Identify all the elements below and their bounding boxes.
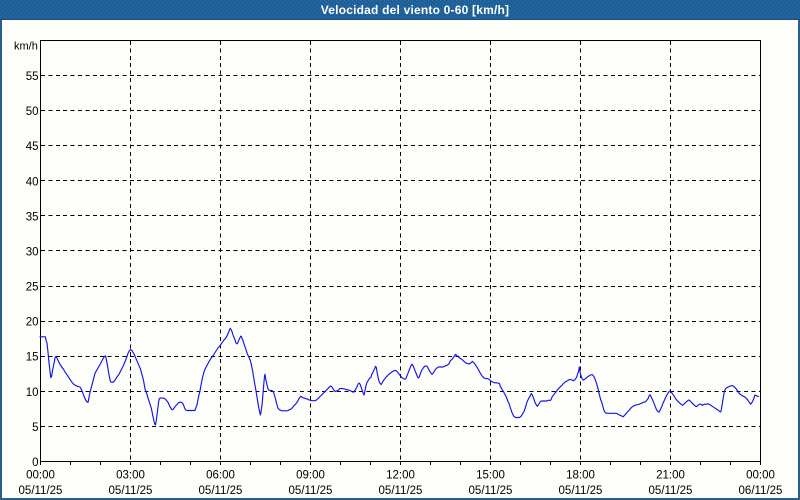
svg-text:05/11/25: 05/11/25 (199, 485, 243, 497)
svg-text:03:00: 03:00 (116, 470, 145, 482)
svg-text:45: 45 (26, 141, 39, 153)
svg-text:05/11/25: 05/11/25 (289, 485, 333, 497)
svg-text:05/11/25: 05/11/25 (379, 485, 423, 497)
svg-text:35: 35 (26, 211, 39, 223)
svg-text:18:00: 18:00 (566, 470, 595, 482)
svg-text:Velocidad del viento 0-60 [km/: Velocidad del viento 0-60 [km/h] (321, 3, 509, 17)
svg-text:km/h: km/h (14, 41, 38, 53)
svg-text:05/11/25: 05/11/25 (19, 485, 63, 497)
svg-text:15: 15 (26, 352, 39, 364)
svg-text:05/11/25: 05/11/25 (559, 485, 603, 497)
svg-text:15:00: 15:00 (476, 470, 505, 482)
svg-text:06/11/25: 06/11/25 (739, 485, 783, 497)
svg-text:50: 50 (26, 106, 39, 118)
svg-text:5: 5 (32, 422, 38, 434)
svg-text:05/11/25: 05/11/25 (469, 485, 513, 497)
svg-text:0: 0 (32, 457, 38, 469)
svg-text:30: 30 (26, 246, 39, 258)
svg-text:09:00: 09:00 (296, 470, 325, 482)
svg-text:05/11/25: 05/11/25 (109, 485, 153, 497)
svg-text:40: 40 (26, 176, 39, 188)
svg-text:05/11/25: 05/11/25 (649, 485, 693, 497)
svg-text:00:00: 00:00 (26, 470, 55, 482)
svg-text:55: 55 (26, 71, 39, 83)
svg-text:25: 25 (26, 282, 39, 294)
svg-text:00:00: 00:00 (746, 470, 775, 482)
svg-text:06:00: 06:00 (206, 470, 235, 482)
svg-text:12:00: 12:00 (386, 470, 415, 482)
svg-text:20: 20 (26, 317, 39, 329)
svg-text:10: 10 (26, 387, 39, 399)
svg-text:21:00: 21:00 (656, 470, 685, 482)
